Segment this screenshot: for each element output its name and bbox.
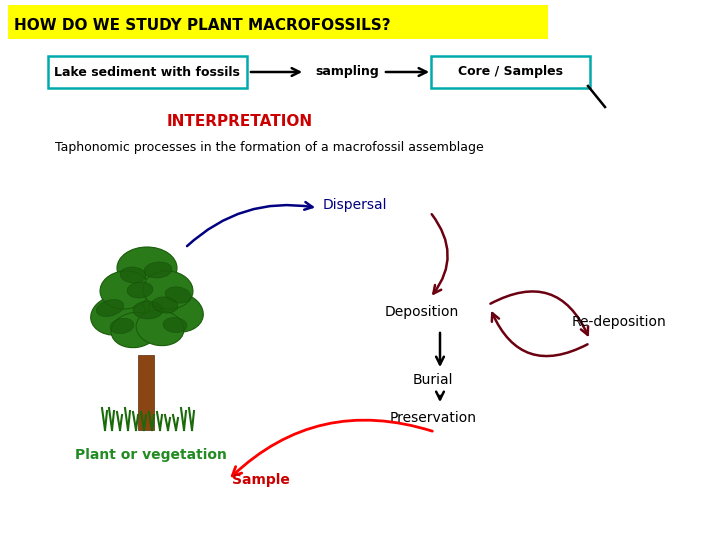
Ellipse shape [110,318,134,334]
Text: sampling: sampling [315,65,379,78]
Text: Deposition: Deposition [385,305,459,319]
Ellipse shape [133,301,163,319]
Ellipse shape [120,267,146,283]
Text: Sample: Sample [232,473,290,487]
Ellipse shape [100,271,150,309]
Ellipse shape [136,310,184,346]
FancyBboxPatch shape [48,56,247,88]
Text: Plant or vegetation: Plant or vegetation [75,448,227,462]
Ellipse shape [152,297,178,313]
Text: Preservation: Preservation [390,411,477,425]
Ellipse shape [163,318,187,333]
Text: HOW DO WE STUDY PLANT MACROFOSSILS?: HOW DO WE STUDY PLANT MACROFOSSILS? [14,17,391,32]
Ellipse shape [143,271,193,309]
Ellipse shape [117,247,177,289]
Ellipse shape [144,262,172,278]
Ellipse shape [96,300,124,316]
Ellipse shape [107,267,187,322]
Text: Dispersal: Dispersal [323,198,387,212]
Bar [8,5,548,39]
Bar [138,355,154,430]
Text: Re-deposition: Re-deposition [572,315,667,329]
Ellipse shape [91,295,145,335]
Ellipse shape [127,282,153,298]
FancyBboxPatch shape [431,56,590,88]
Text: Core / Samples: Core / Samples [457,65,562,78]
Ellipse shape [111,312,159,348]
Text: Taphonomic processes in the formation of a macrofossil assemblage: Taphonomic processes in the formation of… [55,141,484,154]
Text: Lake sediment with fossils: Lake sediment with fossils [54,65,240,78]
Ellipse shape [165,287,191,303]
Text: INTERPRETATION: INTERPRETATION [167,114,313,130]
Text: Burial: Burial [413,373,454,387]
Ellipse shape [149,292,203,332]
